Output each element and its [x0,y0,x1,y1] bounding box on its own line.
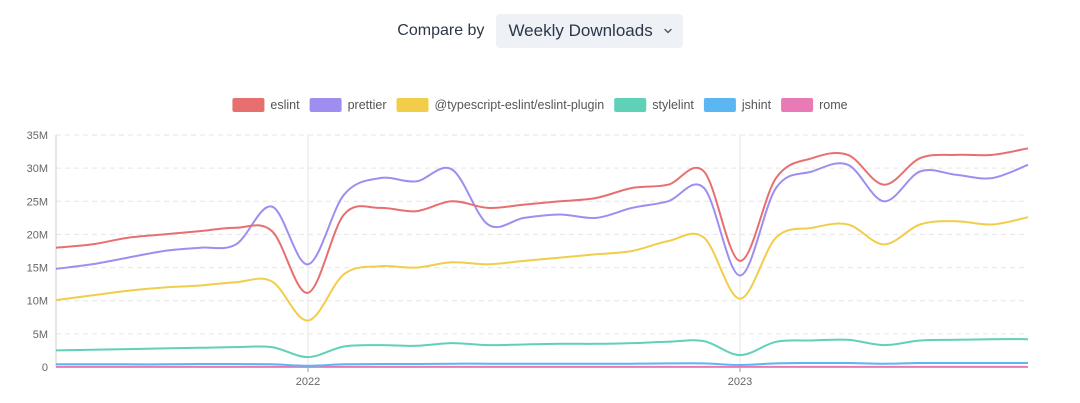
y-tick-label: 0 [42,362,48,374]
chart-legend: eslint prettier @typescript-eslint/eslint-… [232,98,848,112]
x-axis: 2022 2023 [296,367,752,388]
compare-by-label: Compare by [397,22,485,39]
y-tick-label: 35M [27,130,48,142]
series-line-typescript-eslint-eslint-plugin [55,216,1029,322]
legend-label: stylelint [652,98,694,112]
legend-label: rome [819,98,848,112]
legend-item-prettier[interactable]: prettier [309,98,387,112]
series-line-eslint [55,147,1029,294]
legend-swatch [232,98,265,112]
metric-select[interactable]: Weekly Downloads [496,14,683,48]
chart-grid [55,134,1028,368]
y-axis: 0 5M 10M 15M 20M 25M 30M 35M [27,130,48,374]
series-line-prettier [55,162,1029,277]
legend-item-stylelint[interactable]: stylelint [614,98,694,112]
legend-swatch [614,98,647,112]
chevron-down-icon [664,28,672,34]
y-tick-label: 5M [33,329,48,341]
compare-by-control: Compare by Weekly Downloads [0,14,1080,48]
legend-item-eslint[interactable]: eslint [232,98,300,112]
legend-swatch [396,98,429,112]
y-tick-label: 15M [27,263,48,275]
legend-label: jshint [741,98,772,112]
legend-label: prettier [348,98,387,112]
legend-label: eslint [270,98,300,112]
legend-item-jshint[interactable]: jshint [703,98,772,112]
legend-item-typescript-eslint-eslint-plugin[interactable]: @typescript-eslint/eslint-plugin [396,98,605,112]
x-tick-label: 2023 [728,376,752,388]
series-line-stylelint [55,338,1029,359]
series-line-jshint [55,361,1028,367]
x-tick-label: 2022 [296,376,320,388]
chart-series [55,147,1029,368]
y-tick-label: 30M [27,163,48,175]
legend-swatch [703,98,736,112]
legend-swatch [309,98,342,112]
legend-label: @typescript-eslint/eslint-plugin [435,98,605,112]
legend-swatch [781,98,814,112]
legend-item-rome[interactable]: rome [781,98,848,112]
metric-select-value: Weekly Downloads [508,21,653,40]
y-tick-label: 20M [27,229,48,241]
y-tick-label: 10M [27,296,48,308]
y-tick-label: 25M [27,196,48,208]
